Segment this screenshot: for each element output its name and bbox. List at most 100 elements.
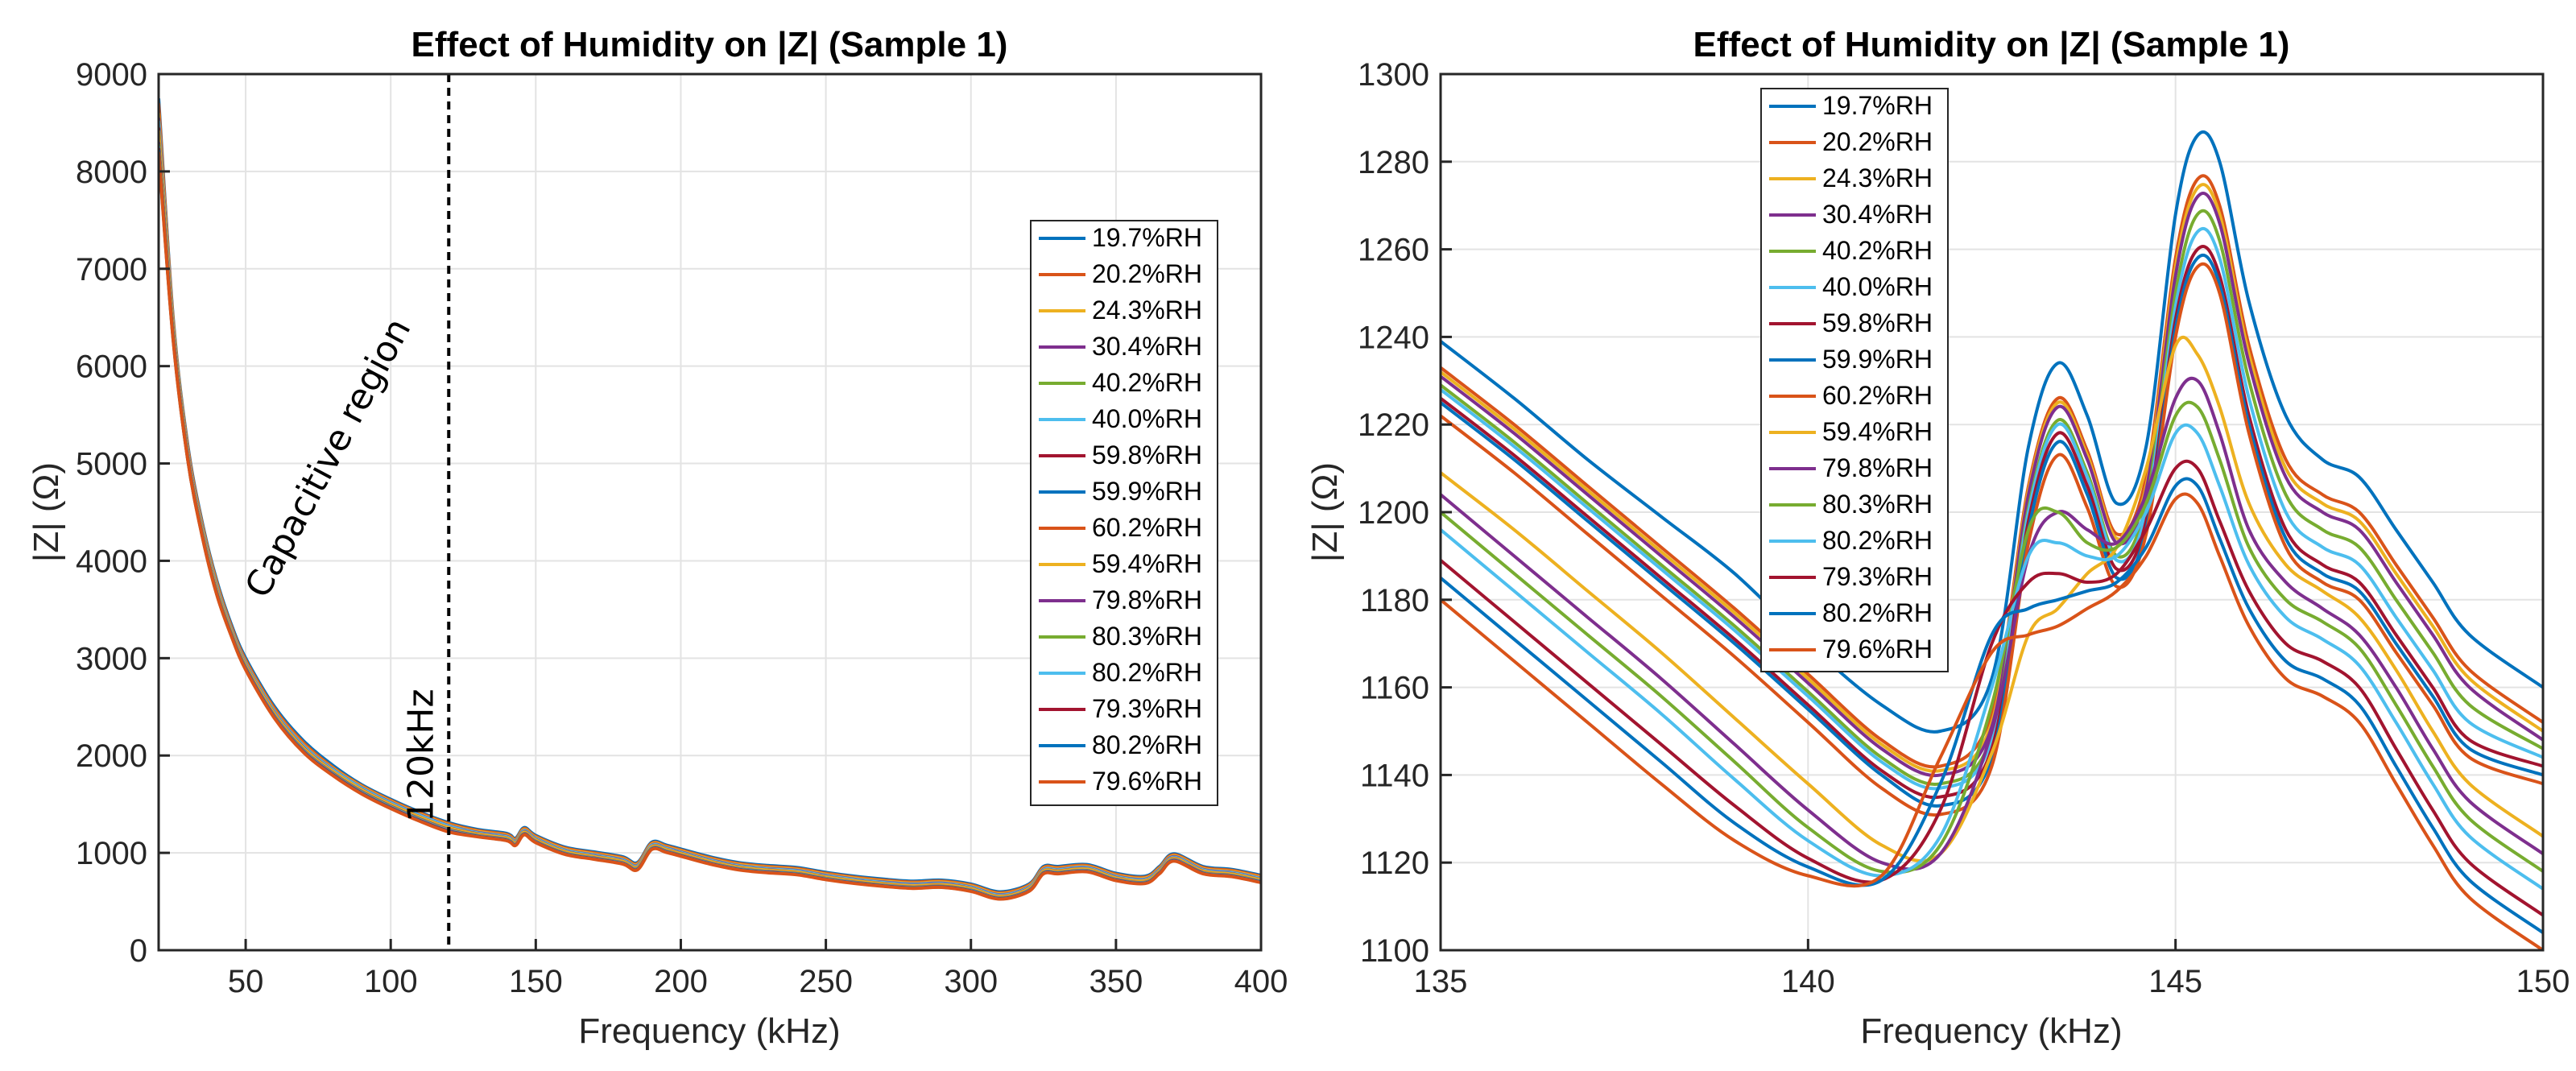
y-tick-label: 2000 [76,738,147,774]
legend-label: 80.2%RH [1822,526,1933,555]
y-tick-label: 7000 [76,252,147,287]
y-tick-label: 1160 [1360,671,1429,706]
left-legend: 19.7%RH 20.2%RH 24.3%RH 30.4%RH 40.2%RH 40.0%… [1030,220,1218,806]
right-legend: 19.7%RH 20.2%RH 24.3%RH 30.4%RH 40.2%RH 40.0%… [1760,88,1949,672]
legend-label: 59.8%RH [1822,308,1933,337]
series-line-1 [1441,130,2543,734]
y-tick-label: 1220 [1358,407,1429,443]
series-line-13 [1441,423,2543,891]
legend-label: 40.2%RH [1822,236,1933,265]
series-line-11 [1441,376,2543,871]
y-tick-label: 3000 [76,641,147,676]
right-chart: 135 140 145 150 1100 1120 1140 1160 1180 1200 122… [1305,25,2570,1051]
legend-label: 60.2%RH [1822,381,1933,410]
legend-label: 80.3%RH [1822,490,1933,519]
legend-label: 80.2%RH [1092,730,1202,759]
y-tick-label: 6000 [76,349,147,385]
legend-label: 79.6%RH [1092,767,1202,796]
y-tick-label: 1300 [1358,57,1429,93]
right-legend-box [1760,88,1949,672]
y-tick-label: 1120 [1360,846,1429,881]
marker-120khz-label: 120kHz [400,688,441,822]
left-x-tick-labels: 50 100 150 200 250 300 350 400 [228,964,1288,999]
y-tick-label: 8000 [76,155,147,190]
x-tick-label: 200 [654,964,708,999]
legend-label: 80.2%RH [1822,598,1933,627]
series-line-14 [1441,459,2543,917]
legend-label: 60.2%RH [1092,513,1202,542]
legend-label: 19.7%RH [1822,91,1933,120]
series-line-6 [1441,226,2543,791]
series-line-12 [1441,400,2543,875]
legend-label: 20.2%RH [1822,127,1933,156]
right-x-axis-label: Frequency (kHz) [1860,1011,2122,1051]
y-tick-label: 1140 [1360,758,1429,793]
left-legend-box [1030,220,1218,806]
y-tick-label: 1200 [1358,495,1429,531]
x-tick-label: 140 [1781,964,1835,999]
left-chart: 50 100 150 200 250 300 350 400 0 1000 2000 3000 400… [27,25,1288,1051]
legend-label: 24.3%RH [1822,163,1933,192]
legend-label: 40.0%RH [1822,272,1933,301]
series-line-7 [1441,245,2543,800]
y-tick-label: 1100 [1360,933,1429,969]
legend-label: 19.7%RH [1092,223,1202,252]
x-tick-label: 135 [1414,964,1468,999]
right-tick-marks [1439,72,2545,952]
legend-label: 80.3%RH [1092,622,1202,651]
series-line-15 [1441,477,2543,934]
legend-label: 24.3%RH [1092,296,1202,325]
series-line-8 [1441,253,2543,808]
legend-label: 59.4%RH [1822,417,1933,446]
legend-label: 79.6%RH [1822,635,1933,664]
legend-label: 79.8%RH [1092,585,1202,614]
legend-label: 30.4%RH [1092,332,1202,361]
x-tick-label: 300 [944,964,998,999]
y-tick-label: 1280 [1358,145,1429,180]
legend-label: 59.4%RH [1092,549,1202,578]
y-tick-label: 4000 [76,544,147,579]
y-tick-label: 5000 [76,447,147,482]
x-tick-label: 50 [228,964,264,999]
y-tick-label: 9000 [76,57,147,93]
legend-label: 80.2%RH [1092,658,1202,687]
left-series-lines [159,98,1261,901]
legend-label: 79.3%RH [1092,694,1202,723]
x-tick-label: 150 [2516,964,2570,999]
x-tick-label: 145 [2148,964,2202,999]
legend-label: 30.4%RH [1822,200,1933,229]
left-axes-box [157,72,1263,952]
x-tick-label: 150 [509,964,563,999]
right-x-tick-labels: 135 140 145 150 [1414,964,2570,999]
left-y-tick-labels: 0 1000 2000 3000 4000 5000 6000 7000 8000 9000 [76,57,147,969]
series-line-4 [1441,192,2543,778]
y-tick-label: 1240 [1358,320,1429,355]
legend-label: 20.2%RH [1092,259,1202,288]
right-y-axis-label: |Z| (Ω) [1305,462,1345,562]
right-series-lines [1441,130,2543,950]
legend-label: 40.2%RH [1092,368,1202,397]
legend-label: 59.9%RH [1822,345,1933,374]
legend-label: 59.9%RH [1092,477,1202,506]
legend-label: 79.8%RH [1822,453,1933,482]
series-line-10 [1441,335,2543,863]
x-tick-label: 100 [364,964,418,999]
series-line-16 [159,151,1261,901]
legend-label: 79.3%RH [1822,562,1933,591]
y-tick-label: 1260 [1358,233,1429,268]
y-tick-label: 1180 [1360,583,1429,618]
left-x-axis-label: Frequency (kHz) [578,1011,840,1051]
x-tick-label: 250 [799,964,853,999]
legend-label: 59.8%RH [1092,440,1202,469]
left-tick-marks [159,72,1263,952]
y-tick-label: 1000 [76,836,147,871]
x-tick-label: 400 [1234,964,1288,999]
left-y-axis-label: |Z| (Ω) [27,462,66,562]
series-line-16 [1441,492,2543,950]
left-chart-title: Effect of Humidity on |Z| (Sample 1) [411,25,1008,65]
legend-label: 40.0%RH [1092,404,1202,433]
x-tick-label: 350 [1089,964,1143,999]
right-y-tick-labels: 1100 1120 1140 1160 1180 1200 1220 1240 1260 1280… [1358,57,1429,969]
